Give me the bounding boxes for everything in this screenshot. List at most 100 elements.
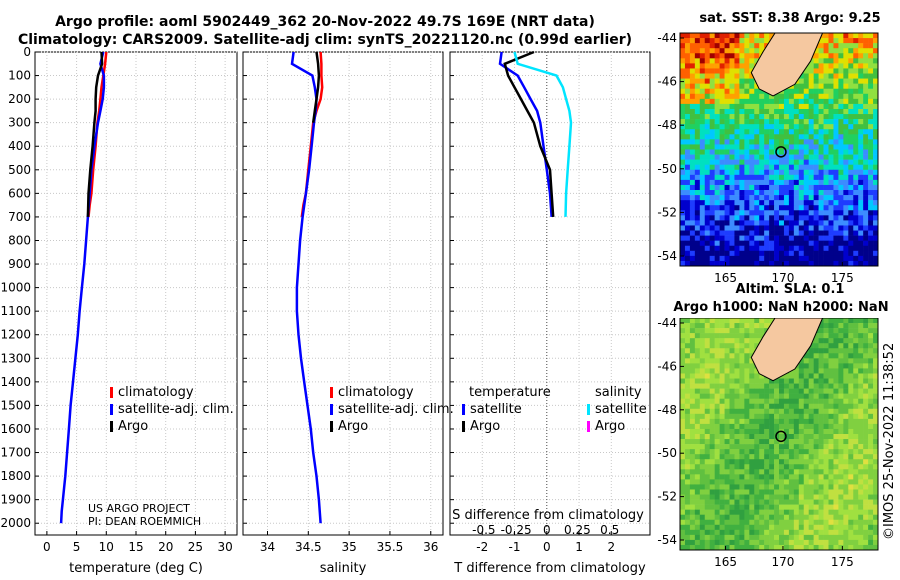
lon-tick-label: 175: [831, 271, 854, 285]
legend-swatch-climatology: [330, 387, 333, 398]
lat-tick-label: -50: [657, 162, 677, 176]
legend-diff-temperature-heading: temperature: [469, 385, 551, 400]
x-tick-label: 34: [260, 540, 275, 554]
sla-map-title2: Argo h1000: NaN h2000: NaN: [673, 300, 889, 315]
x-tick-label: 5: [73, 540, 81, 554]
lat-tick-label: -54: [657, 533, 677, 547]
legend-swatch-sal-argo: [587, 421, 590, 432]
x-tick-label: -1: [509, 540, 521, 554]
lon-tick-label: 165: [714, 555, 737, 569]
x-tick-label: 20: [158, 540, 173, 554]
legend-label-sal-argo: Argo: [595, 419, 625, 434]
x-tick-label: 34.5: [295, 540, 322, 554]
x-tick-label: 10: [99, 540, 114, 554]
legend-diff-salinity-heading: salinity: [595, 385, 642, 400]
salinity-panel: 34 34.5 35 35.5 36 salinity: [242, 51, 444, 576]
map-frame: [679, 318, 879, 551]
series-line-argo: [311, 51, 321, 123]
legend-label-temp-argo: Argo: [470, 419, 500, 434]
legend-label-temp-satellite: satellite: [470, 402, 522, 417]
x-tick-label: -2: [476, 540, 488, 554]
x-tick-label: 25: [188, 540, 203, 554]
plot-frame: [242, 51, 444, 536]
x-tick-label: 0: [543, 540, 551, 554]
argo-float-marker: [775, 430, 787, 443]
legend-label-climatology: climatology: [118, 385, 194, 400]
lon-tick-label: 165: [714, 271, 737, 285]
depth-tick-label: 600: [8, 186, 31, 200]
lat-tick-label: -48: [657, 118, 677, 132]
legend-swatch-argo: [330, 421, 333, 432]
x-tick-label-top: 0.25: [564, 523, 591, 537]
plot-frame: [449, 51, 651, 536]
lat-tick-label: -52: [657, 205, 677, 219]
chart-title-line1: Argo profile: aoml 5902449_362 20-Nov-20…: [55, 14, 595, 30]
series-line-temperature-argo: [503, 50, 555, 217]
legend-swatch-satellite: [330, 404, 333, 415]
x-tick-label: 1: [575, 540, 583, 554]
depth-axis: 0 100 200 300 400 500 600 700 800 900 1000 1100 1200…: [0, 45, 31, 530]
series-line-argo: [86, 51, 104, 217]
x-axis-label: T difference from climatology: [453, 561, 646, 576]
depth-tick-label: 1700: [0, 446, 31, 460]
x-tick-label-top: 0: [543, 523, 551, 537]
depth-tick-label: 300: [8, 116, 31, 130]
depth-tick-label: 200: [8, 92, 31, 106]
credit-line1: US ARGO PROJECT: [88, 502, 190, 515]
legend-sal: climatology satellite-adj. clim. Argo: [330, 385, 454, 434]
legend-swatch-satellite: [110, 404, 113, 415]
map-frame: [679, 32, 879, 267]
sla-map: -44 -46 -48 -50 -52 -54 165 170 175: [657, 318, 879, 569]
lat-tick-label: -46: [657, 359, 677, 373]
x-tick-label: 0: [43, 540, 51, 554]
land-mass: [750, 32, 824, 97]
series-line-salinity-satellite: [513, 51, 573, 217]
lon-tick-label: 170: [772, 271, 795, 285]
x-axis-label: temperature (deg C): [69, 561, 203, 576]
legend-swatch-temp-satellite: [462, 404, 465, 415]
lat-tick-label: -50: [657, 446, 677, 460]
x-tick-label: 2: [607, 540, 615, 554]
imos-stamp: ©IMOS 25-Nov-2022 11:38:52: [882, 342, 897, 540]
sst-map: -44 -46 -48 -50 -52 -54 165 170 175: [657, 31, 879, 285]
lat-tick-label: -46: [657, 75, 677, 89]
legend-swatch-argo: [110, 421, 113, 432]
chart-title-line2: Climatology: CARS2009. Satellite-adj cli…: [17, 32, 633, 48]
depth-tick-label: 100: [8, 69, 31, 83]
sst-map-axes: -44 -46 -48 -50 -52 -54 165 170 175: [657, 31, 879, 285]
legend-label-satellite: satellite-adj. clim.: [118, 402, 234, 417]
depth-tick-label: 700: [8, 210, 31, 224]
legend-diff: temperature satellite Argo salinity sate…: [462, 385, 647, 434]
x-tick-label-top: -0.25: [501, 523, 532, 537]
legend-swatch-climatology: [110, 387, 113, 398]
x-tick-label: 35.5: [377, 540, 404, 554]
lat-tick-label: -44: [657, 31, 677, 45]
imos-stamp-wrapper: ©IMOS 25-Nov-2022 11:38:52: [882, 300, 897, 540]
difference-panel: -2 -1 0 1 2 T difference from climatology S di…: [449, 50, 651, 576]
depth-tick-label: 1600: [0, 422, 31, 436]
argo-float-marker: [775, 146, 787, 158]
sla-map-axes: -44 -46 -48 -50 -52 -54 165 170 175: [657, 318, 879, 569]
depth-tick-label: 1900: [0, 493, 31, 507]
lat-tick-label: -54: [657, 249, 677, 263]
legend-label-argo: Argo: [118, 419, 148, 434]
legend-label-argo: Argo: [338, 419, 368, 434]
x-axis-label-top: S difference from climatology: [452, 508, 644, 523]
legend-label-satellite: satellite-adj. clim.: [338, 402, 454, 417]
x-tick-label-top: 0.5: [600, 523, 619, 537]
credit-line2: PI: DEAN ROEMMICH: [88, 515, 201, 528]
x-axis-label: salinity: [320, 561, 367, 576]
land-mass: [750, 318, 824, 382]
sla-map-image: [680, 318, 879, 551]
legend-temp: climatology satellite-adj. clim. Argo: [110, 385, 234, 434]
depth-tick-label: 1400: [0, 375, 31, 389]
lat-tick-label: -48: [657, 403, 677, 417]
sst-map-image: [680, 32, 879, 267]
depth-tick-label: 400: [8, 139, 31, 153]
x-tick-label: 30: [217, 540, 232, 554]
depth-tick-label: 1000: [0, 281, 31, 295]
depth-tick-label: 2000: [0, 516, 31, 530]
depth-tick-label: 1200: [0, 328, 31, 342]
sla-map-title1: Altim. SLA: 0.1: [735, 282, 845, 297]
